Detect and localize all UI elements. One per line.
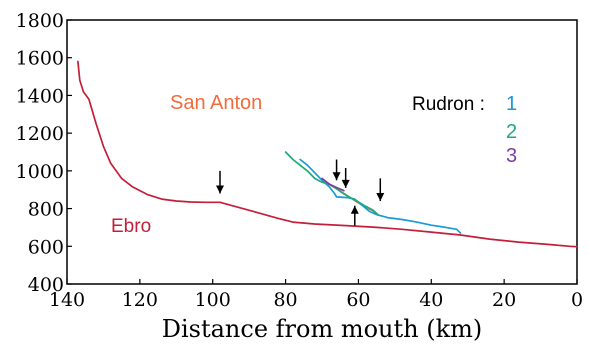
x-tick-label: 0 — [571, 289, 583, 311]
arrow-head — [341, 179, 350, 188]
y-tick-label: 400 — [28, 274, 64, 296]
series-layer — [77, 60, 578, 248]
arrow-head — [376, 193, 385, 202]
arrow-head — [216, 185, 224, 194]
x-tick-label: 60 — [346, 289, 370, 311]
rudron-3-label: 3 — [506, 145, 517, 167]
y-tick-label: 600 — [28, 236, 64, 258]
x-tick-label: 40 — [419, 289, 443, 311]
y-tick-label: 1400 — [16, 85, 64, 107]
arrow-head — [350, 205, 359, 214]
rudron-1-label: 1 — [506, 93, 517, 115]
series-line-ebro — [77, 60, 578, 248]
series-line-3 — [321, 177, 345, 192]
x-tick-label: 20 — [492, 289, 516, 311]
series-line-2 — [284, 151, 380, 217]
series-line-1 — [299, 158, 462, 234]
x-tick-label: 140 — [49, 289, 85, 311]
y-tick-label: 800 — [28, 199, 64, 221]
rudron-2-label: 2 — [506, 121, 517, 143]
san-anton-label: San Anton — [170, 92, 262, 114]
x-axis-ticks: 140 120 100 80 60 40 20 0 — [49, 279, 583, 311]
rudron-label: Rudron : — [412, 94, 485, 115]
y-tick-label: 1800 — [16, 10, 64, 32]
arrow-head — [332, 172, 341, 181]
x-axis-title: Distance from mouth (km) — [162, 315, 483, 343]
y-axis-ticks: 1800 1600 1400 1200 1000 800 600 400 — [16, 10, 72, 296]
arrow-layer — [216, 159, 385, 226]
x-tick-label: 80 — [273, 289, 297, 311]
y-tick-label: 1000 — [16, 161, 64, 183]
y-tick-label: 1200 — [16, 123, 64, 145]
y-tick-label: 1600 — [16, 48, 64, 70]
x-tick-label: 120 — [122, 289, 158, 311]
plot-frame — [66, 19, 578, 285]
x-tick-label: 100 — [195, 289, 231, 311]
ebro-label: Ebro — [111, 216, 151, 237]
